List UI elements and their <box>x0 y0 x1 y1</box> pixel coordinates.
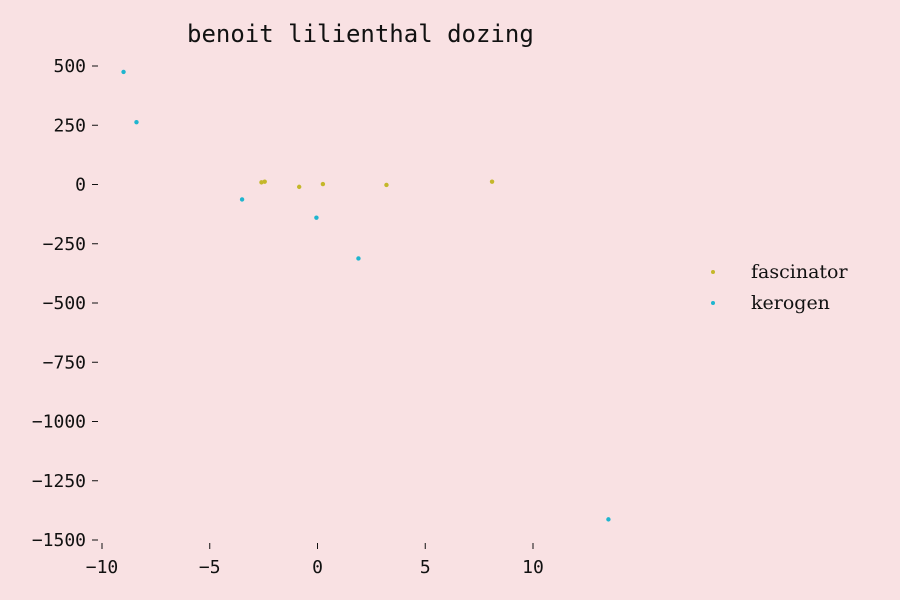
data-point-kerogen <box>314 215 319 220</box>
x-tick-label: −10 <box>86 557 119 578</box>
data-point-fascinator <box>384 182 389 188</box>
data-point-kerogen <box>356 256 361 261</box>
y-tick-label: −750 <box>43 352 86 373</box>
data-point-fascinator <box>320 181 326 187</box>
legend-item-kerogen: kerogen <box>700 287 848 318</box>
data-points <box>121 69 611 522</box>
data-point-fascinator <box>296 184 302 190</box>
y-tick-label: −250 <box>43 234 86 255</box>
y-tick-label: −1500 <box>32 530 86 551</box>
data-point-fascinator <box>489 179 495 184</box>
data-point-kerogen <box>134 119 139 125</box>
data-point-kerogen <box>606 517 611 522</box>
axes: 500 250 0 −250 −500 −750 −1000 −1250 −1500−10 −5 0… <box>32 56 544 578</box>
x-tick-label: −5 <box>199 557 221 578</box>
data-point-kerogen <box>121 69 126 75</box>
data-point-fascinator <box>262 179 267 184</box>
x-tick-label: 0 <box>312 557 323 578</box>
y-tick-label: −1250 <box>32 471 86 492</box>
legend-label-kerogen: kerogen <box>751 291 830 314</box>
chart-title: benoit lilienthal dozing <box>187 20 534 48</box>
legend-marker-fascinator <box>711 269 715 274</box>
legend-marker-kerogen <box>711 300 715 305</box>
legend-label-fascinator: fascinator <box>751 260 848 283</box>
data-point-kerogen <box>239 197 245 202</box>
y-tick-label: 250 <box>53 115 86 136</box>
y-tick-label: 0 <box>75 175 86 196</box>
y-tick-label: 500 <box>53 56 86 77</box>
y-tick-label: −1000 <box>32 412 86 433</box>
x-tick-label: 10 <box>522 557 544 578</box>
x-tick-label: 5 <box>420 557 431 578</box>
y-tick-label: −500 <box>43 293 86 314</box>
legend-item-fascinator: fascinator <box>700 256 848 287</box>
legend: fascinator kerogen <box>700 256 848 318</box>
